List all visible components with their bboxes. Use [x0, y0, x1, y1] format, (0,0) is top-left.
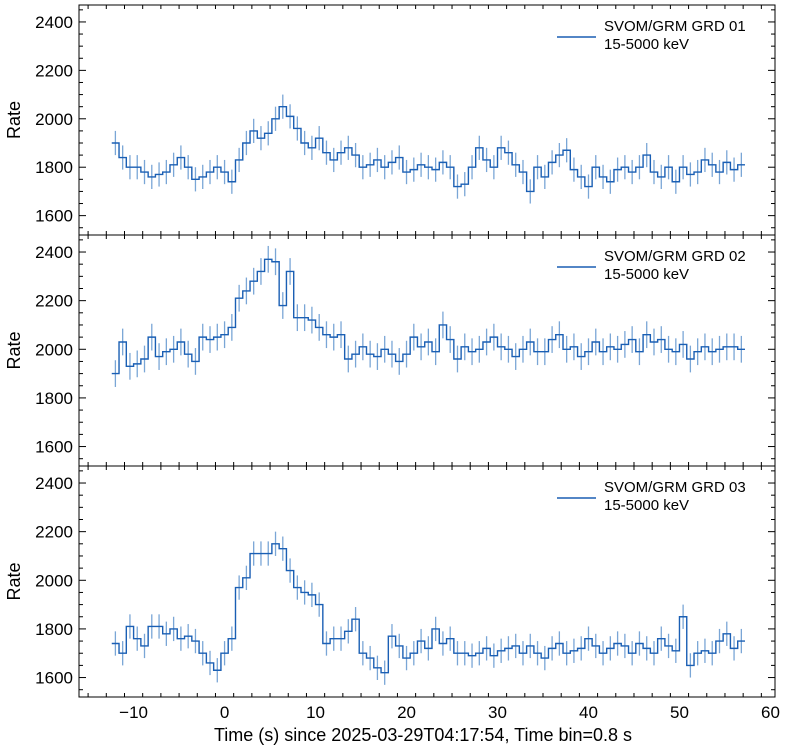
y-tick-label: 1600 [35, 669, 73, 688]
y-axis-label: Rate [4, 331, 24, 369]
y-tick-label: 2200 [35, 292, 73, 311]
panel-3: 1600 1800 2000 2200 2400 Rate SVOM/GRM GRD 031… [4, 465, 776, 698]
y-tick-label: 2200 [35, 523, 73, 542]
panel-1: 1600 1800 2000 2200 2400 Rate SVOM/GRM GRD 011… [4, 4, 776, 236]
legend-band: 15-5000 keV [604, 36, 689, 53]
x-tick-label: 20 [397, 703, 416, 722]
y-axis-label: Rate [4, 562, 24, 600]
y-tick-label: 2200 [35, 61, 73, 80]
legend-band: 15-5000 keV [604, 266, 689, 283]
y-tick-label: 2400 [35, 243, 73, 262]
plot-area-1 [111, 94, 745, 204]
y-tick-label: 1600 [35, 207, 73, 226]
y-tick-label: 1800 [35, 389, 73, 408]
legend-detector: SVOM/GRM GRD 03 [604, 479, 746, 496]
legend-detector: SVOM/GRM GRD 01 [604, 18, 746, 35]
y-tick-label: 1600 [35, 438, 73, 457]
legend-band: 15-5000 keV [604, 497, 689, 514]
x-axis-label: Time (s) since 2025-03-29T04:17:54, Time… [214, 725, 632, 745]
y-tick-label: 2000 [35, 571, 73, 590]
x-tick-label: 30 [488, 703, 507, 722]
y-tick-label: 1800 [35, 620, 73, 639]
x-tick-label: 50 [670, 703, 689, 722]
rate-step-line-2 [111, 258, 745, 375]
x-tick-label: 0 [220, 703, 229, 722]
y-tick-label: 2000 [35, 110, 73, 129]
y-axis-label: Rate [4, 101, 24, 139]
x-tick-label: 40 [579, 703, 598, 722]
panel-frame [78, 465, 776, 698]
y-tick-label: 2400 [35, 474, 73, 493]
x-tick-label: −10 [119, 703, 148, 722]
rate-step-line-1 [111, 105, 745, 193]
plot-area-2 [111, 245, 745, 387]
x-tick-label: 60 [761, 703, 780, 722]
y-tick-label: 2000 [35, 340, 73, 359]
panel-2: 1600 1800 2000 2200 2400 Rate SVOM/GRM GRD 021… [4, 234, 776, 467]
rate-step-line-3 [111, 543, 745, 674]
y-tick-label: 2400 [35, 13, 73, 32]
y-tick-label: 1800 [35, 158, 73, 177]
plot-area-3 [111, 531, 745, 685]
legend-detector: SVOM/GRM GRD 02 [604, 248, 746, 265]
x-tick-label: 10 [306, 703, 325, 722]
